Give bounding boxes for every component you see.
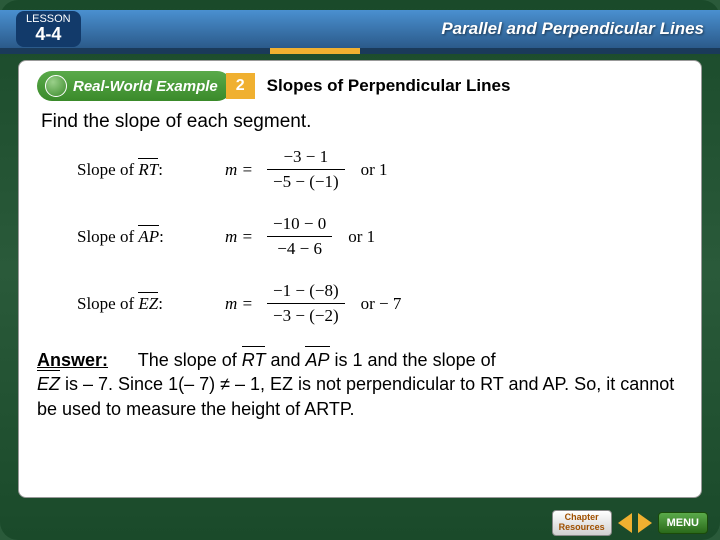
slope-row-ap: Slope of AP: m = −10 − 0−4 − 6 or 1 xyxy=(77,214,683,259)
chapter-resources-button[interactable]: Chapter Resources xyxy=(552,510,612,536)
answer-label: Answer: xyxy=(37,350,108,370)
prev-arrow-icon[interactable] xyxy=(618,513,632,533)
example-number: 2 xyxy=(226,73,255,99)
nav-strip xyxy=(0,48,720,54)
lesson-badge: LESSON 4-4 xyxy=(16,11,81,47)
bottom-nav: Chapter Resources MENU xyxy=(552,510,708,536)
example-pill: Real-World Example xyxy=(37,71,232,101)
slope-row-ez: Slope of EZ: m = −1 − (−8)−3 − (−2) or −… xyxy=(77,281,683,326)
instruction-text: Find the slope of each segment. xyxy=(41,111,683,133)
lesson-frame: LESSON 4-4 Parallel and Perpendicular Li… xyxy=(0,0,720,540)
slope-row-rt: Slope of RT: m = −3 − 1−5 − (−1) or 1 xyxy=(77,147,683,192)
top-bar: LESSON 4-4 Parallel and Perpendicular Li… xyxy=(0,10,720,48)
lesson-number: 4-4 xyxy=(26,25,71,45)
answer-block: Answer: The slope of RT and AP is 1 and … xyxy=(37,348,683,421)
pill-label: Real-World Example xyxy=(73,78,218,95)
content-area: Real-World Example 2 Slopes of Perpendic… xyxy=(18,60,702,498)
next-arrow-icon[interactable] xyxy=(638,513,652,533)
example-title: Slopes of Perpendicular Lines xyxy=(267,76,511,96)
chapter-title: Parallel and Perpendicular Lines xyxy=(441,19,704,39)
math-rows: Slope of RT: m = −3 − 1−5 − (−1) or 1 Sl… xyxy=(77,147,683,326)
menu-button[interactable]: MENU xyxy=(658,512,708,534)
example-banner: Real-World Example 2 Slopes of Perpendic… xyxy=(37,71,683,101)
globe-icon xyxy=(45,75,67,97)
